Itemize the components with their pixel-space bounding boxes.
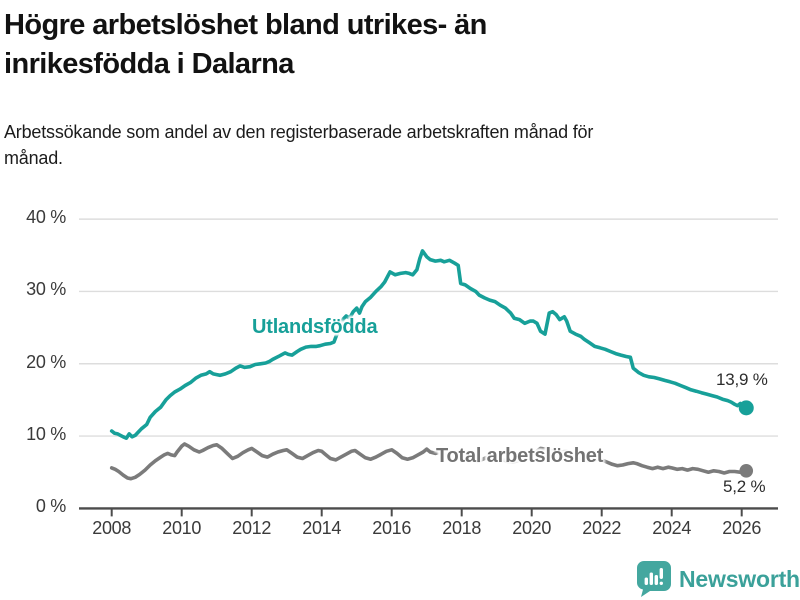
series-label-total-arbetsloshet: Total arbetslöshet	[436, 445, 604, 467]
series-end-dot-utlandsfodda	[738, 400, 754, 416]
series-label-utlandsfodda: Utlandsfödda	[252, 316, 378, 338]
y-tick-label-20: 20 %	[26, 351, 66, 372]
x-tick-label-2012: 2012	[232, 518, 272, 538]
x-tick-label-2014: 2014	[302, 518, 342, 538]
x-tick-label-2018: 2018	[442, 518, 482, 538]
y-tick-label-0: 0 %	[35, 496, 66, 517]
x-tick-label-2010: 2010	[162, 518, 202, 538]
brand-name: Newsworthy	[679, 565, 800, 592]
series-end-dot-total	[739, 463, 754, 478]
y-tick-label-30: 30 %	[26, 279, 66, 300]
x-tick-label-2016: 2016	[372, 518, 412, 538]
x-tick-label-2022: 2022	[582, 518, 622, 538]
chart-subtitle: Arbetssökande som andel av den registerb…	[4, 122, 594, 169]
x-tick-label-2026: 2026	[722, 518, 762, 538]
y-tick-label-40: 40 %	[26, 207, 66, 228]
page-title: Högre arbetslöshet bland utrikes- än inr…	[4, 9, 487, 80]
end-value-label-total: 5,2 %	[723, 477, 766, 496]
newsworthy-brand: Newsworthy	[636, 560, 800, 598]
bar-chart-speech-bubble-icon	[637, 561, 671, 597]
series-line-total	[109, 442, 749, 481]
series-line-utlandsfodda	[109, 249, 749, 441]
x-tick-label-2020: 2020	[512, 518, 552, 538]
end-value-label-utlandsfodda: 13,9 %	[716, 370, 768, 389]
x-tick-label-2008: 2008	[92, 518, 132, 538]
y-tick-label-10: 10 %	[26, 424, 66, 445]
x-tick-label-2024: 2024	[652, 518, 692, 538]
